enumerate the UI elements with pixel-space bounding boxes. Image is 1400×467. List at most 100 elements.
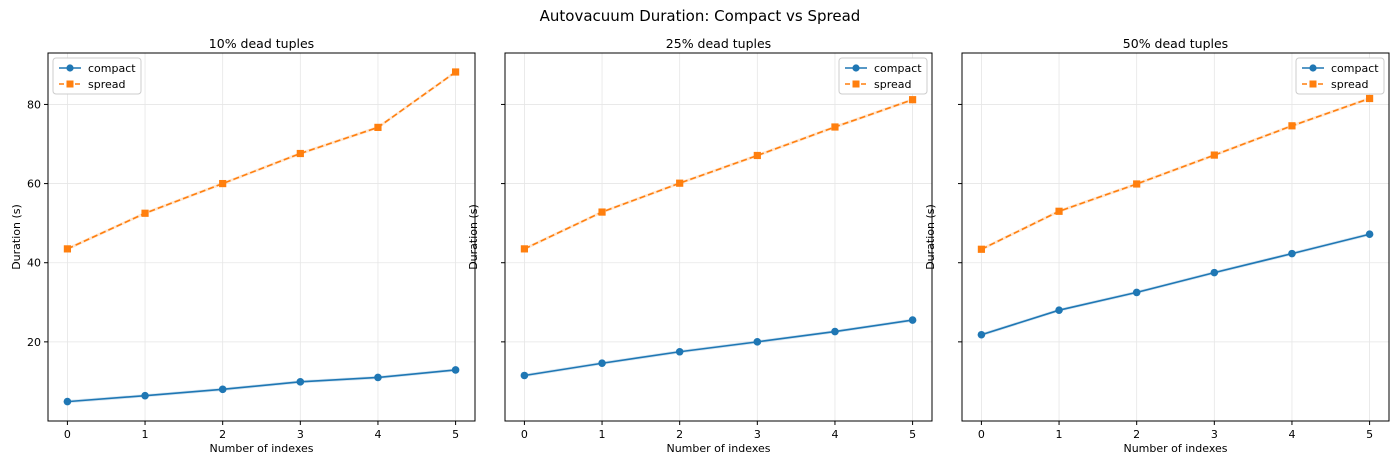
series-band-spread — [67, 70, 456, 251]
legend-label-compact: compact — [88, 62, 136, 75]
data-point-compact — [1210, 268, 1219, 277]
legend-box — [1295, 57, 1385, 95]
x-tick-label: 4 — [1288, 428, 1295, 441]
x-tick-label: 1 — [1056, 428, 1063, 441]
data-point-spread — [1133, 180, 1141, 188]
series-line-compact — [981, 233, 1370, 336]
legend-label-spread: spread — [1331, 78, 1369, 91]
chart-title: 25% dead tuples — [666, 36, 771, 51]
data-point-compact — [908, 316, 917, 324]
x-axis-label: Number of indexes — [666, 442, 770, 455]
data-point-compact — [374, 373, 382, 382]
data-point-spread — [451, 68, 460, 76]
data-point-spread — [753, 151, 761, 160]
y-tick-label: 40 — [27, 257, 41, 270]
data-point-compact — [1055, 306, 1063, 315]
data-point-spread — [1055, 207, 1063, 215]
x-tick-label: 0 — [521, 428, 528, 441]
data-point-spread — [520, 245, 529, 253]
x-tick-label: 5 — [1366, 428, 1373, 441]
x-axis-label: Number of indexes — [209, 442, 313, 455]
x-tick-label: 4 — [831, 428, 838, 441]
legend-label-spread: spread — [874, 78, 912, 91]
series-line-spread — [981, 97, 1370, 250]
legend-box — [838, 57, 928, 95]
data-point-spread — [831, 123, 839, 131]
data-point-spread — [63, 245, 72, 253]
chart-panel-3: 0 1 2 3 4 5 50% dead tuples Number of indexes Du… — [924, 36, 1390, 455]
x-axis-label: Number of indexes — [1123, 442, 1227, 455]
legend-marker-spread — [852, 80, 860, 88]
y-tick-label: 60 — [27, 178, 41, 191]
data-point-spread — [296, 149, 304, 158]
x-tick-label: 2 — [1133, 428, 1140, 441]
x-tick-label: 2 — [219, 428, 226, 441]
legend-marker-spread — [66, 80, 74, 88]
chart-title: 50% dead tuples — [1123, 36, 1228, 51]
data-point-compact — [675, 347, 684, 356]
legend-marker-compact — [66, 64, 74, 72]
x-tick-label: 5 — [452, 428, 459, 441]
series-band-spread — [524, 98, 913, 251]
data-point-compact — [753, 338, 762, 346]
x-tick-label: 0 — [64, 428, 71, 441]
legend-marker-compact — [1309, 64, 1317, 72]
plot-frame — [47, 52, 476, 422]
x-tick-label: 5 — [909, 428, 916, 441]
y-axis-label: Duration (s) — [924, 204, 937, 270]
data-point-compact — [1365, 230, 1374, 239]
y-tick-label: 20 — [27, 336, 41, 349]
legend: compact spread — [1295, 57, 1385, 95]
series-line-compact — [524, 319, 913, 377]
legend: compact spread — [52, 57, 142, 95]
y-axis-label: Duration (s) — [10, 204, 23, 270]
y-tick-label: 80 — [27, 98, 41, 111]
data-point-compact — [520, 371, 529, 380]
data-point-spread — [676, 179, 684, 187]
x-tick-label: 2 — [676, 428, 683, 441]
series-line-spread — [67, 71, 457, 250]
legend-label-compact: compact — [874, 62, 922, 75]
x-tick-label: 3 — [1211, 428, 1218, 441]
data-point-compact — [141, 391, 149, 400]
chart-panel-2: 0 1 2 3 4 5 25% dead tuples Number of indexes Du… — [467, 36, 933, 455]
legend-label-spread: spread — [88, 78, 126, 91]
series-line-compact — [67, 369, 456, 403]
x-tick-label: 0 — [978, 428, 985, 441]
data-point-compact — [63, 397, 72, 406]
chart-panel-1: 0 1 2 3 4 5 20 40 60 80 10% dead tuples Number of i… — [10, 36, 476, 455]
x-tick-label: 1 — [142, 428, 149, 441]
plot-frame — [504, 52, 933, 422]
data-point-compact — [451, 366, 460, 374]
x-tick-label: 3 — [297, 428, 304, 441]
data-point-spread — [1365, 94, 1374, 103]
x-tick-label: 4 — [374, 428, 381, 441]
data-point-spread — [1210, 151, 1218, 159]
data-point-spread — [374, 123, 382, 131]
data-point-compact — [831, 327, 839, 336]
series-line-spread — [524, 98, 913, 250]
data-point-compact — [977, 330, 986, 339]
legend-marker-spread — [1309, 80, 1317, 88]
legend-marker-compact — [852, 64, 860, 72]
legend-box — [52, 57, 142, 95]
legend: compact spread — [838, 57, 928, 95]
data-point-spread — [908, 96, 917, 104]
x-tick-label: 1 — [599, 428, 606, 441]
plot-frame — [961, 52, 1390, 422]
data-point-compact — [218, 385, 227, 394]
figure-title: Autovacuum Duration: Compact vs Spread — [540, 7, 861, 25]
series-band-compact — [524, 318, 913, 378]
data-point-spread — [141, 209, 149, 217]
chart-title: 10% dead tuples — [209, 36, 314, 51]
x-tick-label: 3 — [754, 428, 761, 441]
legend-label-compact: compact — [1331, 62, 1379, 75]
data-point-compact — [296, 378, 305, 386]
data-point-compact — [598, 359, 606, 368]
data-point-spread — [598, 208, 606, 216]
data-point-spread — [977, 245, 986, 253]
y-axis-label: Duration (s) — [467, 204, 480, 270]
data-point-compact — [1132, 288, 1141, 297]
data-point-spread — [219, 179, 227, 188]
